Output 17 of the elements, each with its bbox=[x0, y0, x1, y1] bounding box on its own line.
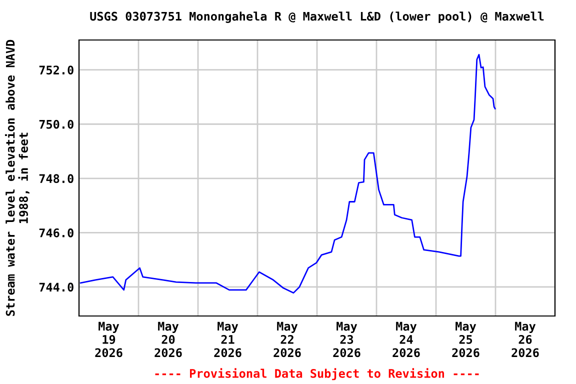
x-tick-label: May 21 2026 bbox=[214, 322, 242, 358]
chart-title: USGS 03073751 Monongahela R @ Maxwell L&D (lower pool) @ Maxwell bbox=[90, 12, 544, 24]
y-tick-label: 744.0 bbox=[39, 282, 74, 292]
x-tick-label: May 24 2026 bbox=[392, 322, 420, 358]
x-tick-label: May 23 2026 bbox=[333, 322, 360, 358]
y-tick-label: 748.0 bbox=[39, 174, 74, 184]
x-tick-label: May 25 2026 bbox=[452, 322, 480, 358]
y-tick-label: 746.0 bbox=[39, 228, 74, 238]
text: ---- Provisional Data Subject to Revision ---- bbox=[155, 368, 479, 380]
x-tick-label: May 26 2026 bbox=[512, 322, 539, 358]
y-tick-label: 752.0 bbox=[39, 66, 74, 75]
line-series bbox=[80, 54, 496, 294]
y-axis-title: Stream water level elevation above NAVD 1988, in feet bbox=[4, 40, 30, 316]
y-tick-label: 750.0 bbox=[39, 120, 74, 129]
x-tick-label: May 22 2026 bbox=[274, 322, 301, 358]
x-tick-label: May 20 2026 bbox=[154, 322, 182, 358]
x-tick-label: May 19 2026 bbox=[95, 322, 122, 358]
